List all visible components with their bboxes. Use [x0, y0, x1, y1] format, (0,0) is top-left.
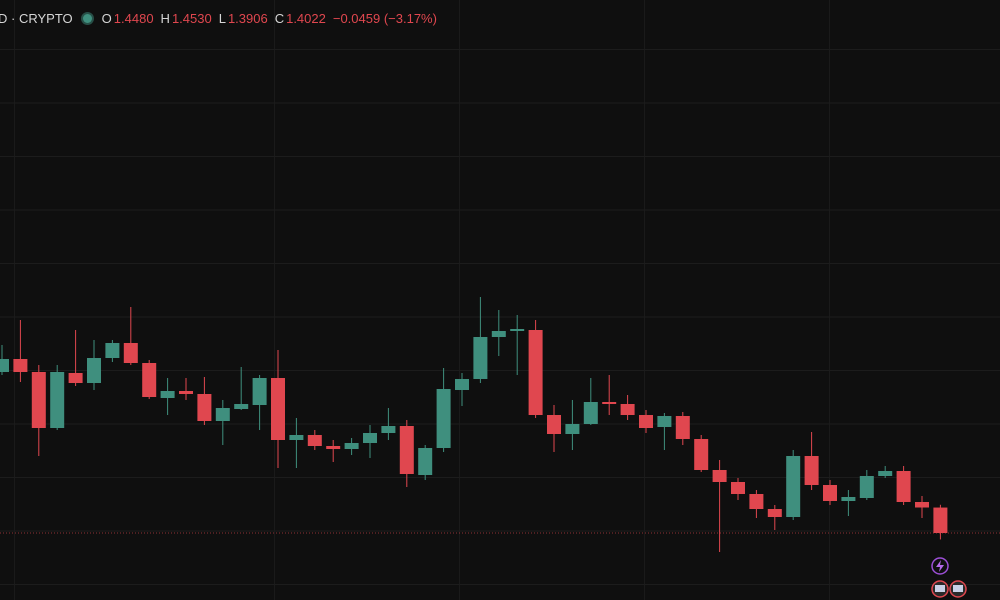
candle-body	[583, 402, 598, 424]
candle-body	[694, 439, 709, 470]
ohlc-label: H	[160, 10, 170, 26]
ohlc-value: 1.4530	[171, 10, 212, 26]
lightning-icon	[936, 560, 944, 572]
candle-body	[271, 378, 285, 440]
event-icons	[931, 557, 967, 598]
candle-body	[878, 471, 893, 476]
candle-body	[399, 426, 414, 474]
candle-body	[473, 337, 488, 379]
ohlc-label: L	[218, 10, 226, 26]
status-dot	[82, 13, 92, 23]
candle-body	[215, 408, 230, 421]
flag-shape	[953, 585, 963, 592]
candle-body	[675, 416, 690, 439]
candle-body	[87, 358, 101, 383]
ohlc-value: 1.4480	[113, 10, 154, 26]
candle-body	[915, 502, 929, 508]
candle-body	[767, 509, 782, 517]
candle-body	[602, 402, 617, 404]
price-change: −0.0459 (−3.17%)	[332, 10, 437, 26]
ohlc-value: 1.4022	[286, 10, 326, 26]
candle-body	[455, 379, 469, 390]
candle-body	[50, 372, 65, 428]
candles	[0, 297, 1000, 552]
candle-body	[160, 391, 175, 398]
event-icon[interactable]	[931, 557, 949, 575]
candle-body	[307, 435, 322, 446]
candle-body	[179, 391, 193, 394]
candle-body	[786, 456, 801, 517]
ohlc-label: O	[101, 10, 112, 26]
candle-body	[289, 435, 304, 440]
candle-body	[123, 343, 138, 363]
candle-body	[418, 448, 433, 475]
candle-body	[528, 330, 543, 415]
candle-body	[823, 485, 837, 501]
candle-body	[841, 497, 856, 501]
candle-body	[363, 433, 377, 443]
candle-body	[933, 507, 948, 533]
candle-body	[547, 415, 561, 434]
candle-body	[749, 494, 764, 509]
candle-body	[510, 329, 525, 331]
candle-body	[657, 416, 672, 427]
symbol: D · CRYPTO	[0, 10, 73, 26]
candle-body	[381, 426, 396, 433]
candle-body	[491, 331, 506, 337]
candle-body	[31, 372, 46, 428]
candle-body	[344, 443, 359, 449]
flag-shape	[935, 585, 945, 592]
candle-body	[142, 363, 157, 397]
candle-body	[712, 470, 727, 482]
candle-body	[68, 373, 83, 383]
candle-body	[731, 482, 745, 494]
header: D · CRYPTO O 1.4480 H 1.4530 L 1.3906 C …	[0, 8, 437, 28]
candle-body	[252, 378, 267, 405]
candle-body	[565, 424, 580, 434]
candle-body	[0, 359, 9, 372]
ohlc-value: 1.3906	[227, 10, 268, 26]
candle-body	[13, 359, 28, 372]
candle-body	[639, 415, 653, 428]
ohlc-label: C	[274, 10, 285, 26]
candle-body	[197, 394, 212, 421]
candle-body	[896, 471, 911, 502]
candle-body	[326, 446, 341, 449]
candle-body	[620, 404, 635, 415]
candle-body	[234, 404, 249, 409]
candle-body	[436, 389, 451, 448]
candle-body	[804, 456, 819, 485]
candle-body	[859, 476, 874, 498]
candle-body	[105, 343, 120, 358]
